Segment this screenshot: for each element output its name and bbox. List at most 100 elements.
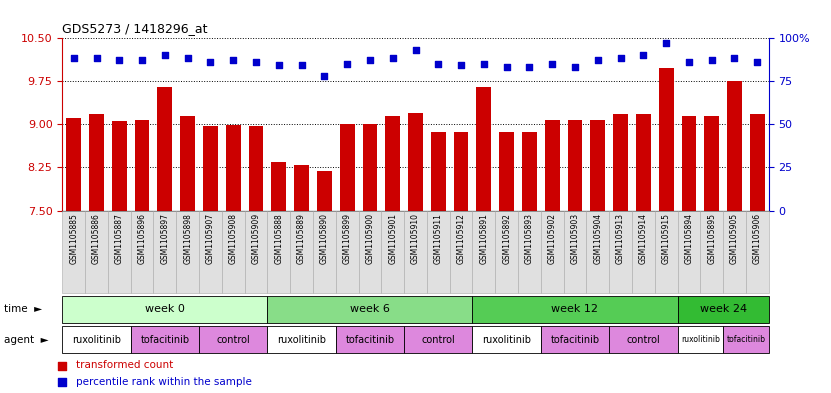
Point: [90, 55, 103, 62]
Bar: [723, 326, 769, 353]
Bar: [135, 119, 150, 211]
Bar: [541, 326, 609, 353]
Point: [705, 57, 718, 63]
Point: [409, 157, 422, 163]
Point: [295, 62, 308, 68]
Point: [682, 59, 696, 65]
Bar: [62, 326, 130, 353]
Text: tofacitinib: tofacitinib: [726, 335, 765, 344]
Bar: [473, 296, 677, 323]
Point: [500, 64, 514, 70]
Text: week 24: week 24: [700, 304, 747, 314]
Text: GSM1105909: GSM1105909: [252, 213, 260, 264]
Text: GSM1105903: GSM1105903: [571, 213, 579, 264]
Point: [568, 64, 582, 70]
Bar: [701, 211, 723, 293]
Bar: [541, 211, 563, 293]
Text: GSM1105888: GSM1105888: [274, 213, 283, 264]
Bar: [222, 211, 244, 293]
Bar: [226, 125, 241, 211]
Bar: [677, 211, 701, 293]
Point: [158, 52, 171, 58]
Bar: [294, 165, 309, 211]
Point: [272, 62, 285, 68]
Text: GSM1105893: GSM1105893: [525, 213, 534, 264]
Text: GSM1105912: GSM1105912: [456, 213, 465, 264]
Text: transformed count: transformed count: [76, 360, 174, 370]
Bar: [199, 326, 268, 353]
Bar: [705, 116, 719, 211]
Bar: [386, 116, 400, 211]
Bar: [180, 116, 195, 211]
Bar: [381, 211, 404, 293]
Bar: [522, 132, 537, 211]
Text: time  ►: time ►: [4, 304, 42, 314]
Bar: [130, 326, 199, 353]
Bar: [268, 211, 290, 293]
Point: [341, 61, 354, 67]
Text: GSM1105905: GSM1105905: [730, 213, 739, 264]
Text: ruxolitinib: ruxolitinib: [681, 335, 720, 344]
Text: GSM1105908: GSM1105908: [229, 213, 238, 264]
Point: [455, 62, 468, 68]
Point: [750, 59, 764, 65]
Text: GSM1105904: GSM1105904: [593, 213, 602, 264]
Text: GSM1105895: GSM1105895: [707, 213, 716, 264]
Bar: [677, 326, 723, 353]
Point: [523, 64, 536, 70]
Point: [409, 47, 422, 53]
Bar: [154, 211, 176, 293]
Text: GSM1105913: GSM1105913: [616, 213, 625, 264]
Text: GSM1105907: GSM1105907: [206, 213, 215, 264]
Bar: [450, 211, 473, 293]
Bar: [317, 171, 332, 211]
Bar: [408, 113, 423, 211]
Point: [591, 57, 604, 63]
Text: GSM1105885: GSM1105885: [69, 213, 78, 264]
Text: week 0: week 0: [145, 304, 184, 314]
Text: control: control: [216, 334, 250, 345]
Bar: [746, 211, 769, 293]
Bar: [632, 211, 655, 293]
Bar: [431, 132, 445, 211]
Text: GSM1105887: GSM1105887: [115, 213, 124, 264]
Text: ruxolitinib: ruxolitinib: [72, 334, 121, 345]
Bar: [495, 211, 518, 293]
Text: GSM1105898: GSM1105898: [183, 213, 192, 264]
Text: GSM1105900: GSM1105900: [366, 213, 375, 264]
Point: [546, 61, 559, 67]
Bar: [248, 126, 263, 211]
Bar: [476, 87, 491, 211]
Text: tofacitinib: tofacitinib: [346, 334, 395, 345]
Text: GSM1105914: GSM1105914: [639, 213, 648, 264]
Bar: [362, 124, 377, 211]
Text: GSM1105886: GSM1105886: [92, 213, 101, 264]
Bar: [157, 87, 172, 211]
Text: GSM1105901: GSM1105901: [388, 213, 397, 264]
Point: [249, 59, 263, 65]
Point: [431, 61, 445, 67]
Text: GSM1105896: GSM1105896: [138, 213, 146, 264]
Text: GSM1105911: GSM1105911: [434, 213, 443, 264]
Bar: [112, 121, 126, 211]
Text: GSM1105890: GSM1105890: [320, 213, 329, 264]
Text: control: control: [421, 334, 455, 345]
Point: [113, 57, 126, 63]
Bar: [545, 120, 559, 211]
Bar: [677, 296, 769, 323]
Text: GSM1105897: GSM1105897: [160, 213, 170, 264]
Point: [614, 55, 627, 62]
Bar: [473, 326, 541, 353]
Bar: [89, 114, 104, 211]
Bar: [199, 211, 222, 293]
Text: GSM1105892: GSM1105892: [502, 213, 511, 264]
Point: [181, 55, 194, 62]
Bar: [609, 211, 632, 293]
Bar: [66, 118, 81, 211]
Bar: [727, 81, 742, 211]
Bar: [176, 211, 199, 293]
Text: GSM1105891: GSM1105891: [479, 213, 489, 264]
Bar: [655, 211, 677, 293]
Text: control: control: [627, 334, 661, 345]
Bar: [268, 326, 336, 353]
